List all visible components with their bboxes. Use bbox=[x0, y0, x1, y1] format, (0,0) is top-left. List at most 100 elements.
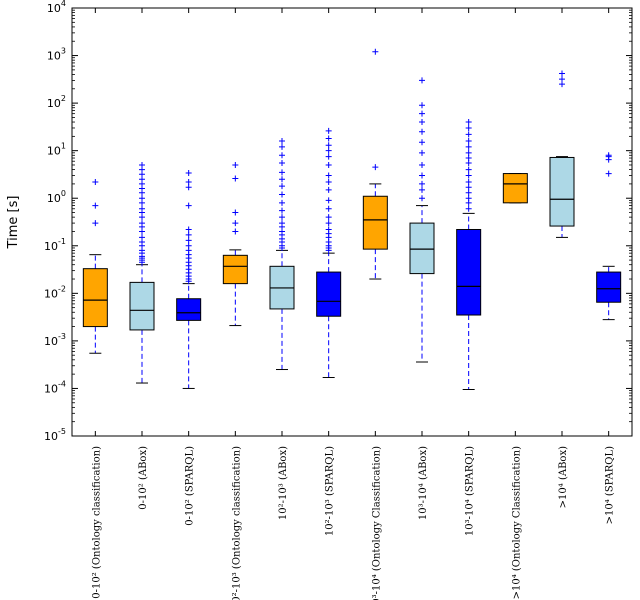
flier bbox=[465, 143, 472, 150]
flier bbox=[279, 137, 285, 144]
flier bbox=[279, 220, 285, 227]
flier bbox=[279, 143, 285, 150]
y-tick-label: 10-2 bbox=[44, 284, 66, 300]
y-tick-label: 10-5 bbox=[44, 427, 66, 443]
flier bbox=[232, 175, 239, 182]
flier bbox=[419, 139, 425, 146]
flier bbox=[372, 164, 379, 171]
flier bbox=[465, 155, 472, 162]
flier bbox=[465, 119, 472, 126]
y-tick-label: 100 bbox=[47, 189, 66, 205]
box-sparql bbox=[456, 228, 482, 316]
y-axis-title: Time [s] bbox=[6, 196, 21, 250]
box-group bbox=[549, 8, 575, 436]
flier bbox=[232, 209, 239, 216]
box-group bbox=[362, 8, 388, 436]
flier bbox=[465, 124, 472, 131]
flier bbox=[559, 81, 565, 88]
category-label: 10³-10⁴ (SPARQL) bbox=[465, 446, 476, 536]
category-label: 10²-10³ (Ontology classification) bbox=[231, 446, 242, 600]
flier bbox=[279, 207, 285, 214]
flier bbox=[419, 149, 425, 156]
y-tick-exponent: 3 bbox=[61, 47, 66, 56]
flier bbox=[465, 195, 472, 202]
category-label: 0-10² (Ontology classification) bbox=[91, 446, 102, 599]
box-group bbox=[176, 8, 202, 436]
category-label: 0-10² (ABox) bbox=[138, 446, 149, 510]
box-sparql bbox=[596, 271, 622, 303]
box-group bbox=[596, 8, 622, 436]
y-tick-base: 10 bbox=[47, 145, 61, 158]
flier bbox=[419, 172, 425, 179]
flier bbox=[605, 170, 612, 177]
flier bbox=[325, 226, 332, 233]
box-group bbox=[129, 8, 155, 436]
flier bbox=[139, 234, 145, 241]
y-tick-base: 10 bbox=[44, 430, 58, 443]
flier bbox=[279, 152, 285, 159]
box-ontology bbox=[222, 254, 248, 285]
flier bbox=[185, 231, 192, 238]
box-sparql bbox=[176, 298, 202, 321]
flier bbox=[465, 166, 472, 173]
flier bbox=[232, 220, 239, 227]
flier bbox=[419, 102, 425, 109]
flier bbox=[185, 184, 192, 191]
flier bbox=[465, 184, 472, 191]
box-ontology bbox=[362, 195, 388, 250]
flier bbox=[139, 205, 145, 212]
box-group bbox=[502, 8, 528, 436]
plot-frame bbox=[71, 7, 633, 437]
flier bbox=[185, 169, 192, 176]
flier bbox=[232, 228, 239, 235]
flier bbox=[419, 128, 425, 135]
flier bbox=[465, 205, 472, 212]
flier bbox=[465, 149, 472, 156]
flier bbox=[325, 161, 332, 168]
category-label: 10³-10⁴ (ABox) bbox=[418, 446, 429, 520]
category-label: 10³-10⁴ (Ontology Classification) bbox=[371, 446, 382, 600]
y-tick-base: 10 bbox=[47, 192, 61, 205]
flier bbox=[325, 147, 332, 154]
flier bbox=[419, 180, 425, 187]
y-tick-exponent: 2 bbox=[61, 94, 66, 103]
flier bbox=[419, 119, 425, 126]
y-tick-label: 103 bbox=[47, 47, 66, 63]
box-abox bbox=[549, 156, 575, 227]
flier bbox=[325, 220, 332, 227]
flier bbox=[279, 160, 285, 167]
box-abox bbox=[409, 222, 435, 275]
y-tick-exponent: 0 bbox=[61, 189, 66, 198]
y-tick-label: 102 bbox=[47, 94, 66, 110]
y-tick-base: 10 bbox=[44, 287, 58, 300]
box-ontology bbox=[82, 268, 108, 328]
flier bbox=[605, 152, 612, 159]
y-tick-exponent: 1 bbox=[61, 142, 66, 151]
flier bbox=[185, 242, 192, 249]
flier bbox=[185, 202, 192, 209]
y-tick-label: 104 bbox=[47, 0, 66, 15]
flier bbox=[325, 127, 332, 134]
y-tick-label: 10-3 bbox=[44, 332, 66, 348]
category-label: 0-10² (SPARQL) bbox=[185, 446, 196, 526]
flier bbox=[325, 205, 332, 212]
flier bbox=[325, 214, 332, 221]
flier bbox=[325, 135, 332, 142]
flier bbox=[465, 189, 472, 196]
flier bbox=[325, 153, 332, 160]
y-tick-label: 10-4 bbox=[44, 379, 66, 395]
flier bbox=[139, 220, 145, 227]
box-group bbox=[82, 8, 108, 436]
flier bbox=[185, 226, 192, 233]
flier bbox=[419, 110, 425, 117]
y-tick-exponent: -1 bbox=[58, 237, 66, 246]
category-label: >10⁴ (Ontology Classification) bbox=[511, 446, 522, 600]
box-ontology bbox=[502, 173, 528, 204]
flier bbox=[419, 77, 425, 84]
y-tick-base: 10 bbox=[47, 2, 61, 15]
flier bbox=[419, 186, 425, 193]
flier bbox=[419, 195, 425, 202]
box-group bbox=[409, 8, 435, 436]
